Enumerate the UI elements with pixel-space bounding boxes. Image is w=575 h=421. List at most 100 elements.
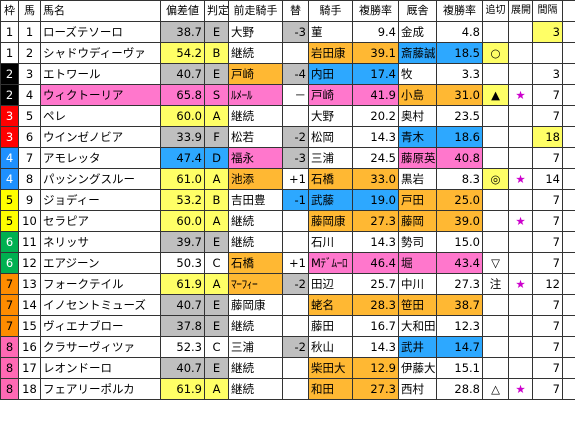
last-cell: 17 — [562, 21, 575, 43]
horse-name-cell: エアジーン — [40, 252, 161, 274]
stable-rate-cell: 14.7 — [436, 336, 483, 358]
stable-rate-cell: 40.8 — [436, 147, 483, 169]
uma-cell: 7 — [18, 147, 41, 169]
swap-cell — [282, 231, 309, 253]
tenkai-cell — [508, 336, 533, 358]
kankaku-cell: 7 — [532, 84, 563, 106]
jockey-cell: 蛯名 — [308, 294, 353, 316]
horse-name-cell: イノセントミューズ — [40, 294, 161, 316]
dev-cell: 60.0 — [160, 105, 205, 127]
stable-rate-cell: 31.0 — [436, 84, 483, 106]
horse-name-cell: パッシングスルー — [40, 168, 161, 190]
jockey-cell: 武藤 — [308, 189, 353, 211]
grade-cell: B — [204, 189, 229, 211]
header-kankaku: 間隔 — [532, 0, 563, 22]
prev-jockey-cell: 戸崎 — [228, 63, 283, 85]
jockey-rate-cell: 39.1 — [352, 42, 399, 64]
oikiri-cell: △ — [482, 378, 509, 400]
kankaku-cell: 14 — [532, 168, 563, 190]
kankaku-cell: 7 — [532, 336, 563, 358]
stable-cell: 小島 — [398, 84, 437, 106]
horse-name-cell: シャドウディーヴァ — [40, 42, 161, 64]
swap-cell — [282, 105, 309, 127]
jockey-cell: 藤岡康 — [308, 210, 353, 232]
grade-cell: A — [204, 168, 229, 190]
jockey-cell: 石橋 — [308, 168, 353, 190]
uma-cell: 1 — [18, 21, 41, 43]
prev-jockey-cell: 継続 — [228, 42, 283, 64]
dev-cell: 61.9 — [160, 273, 205, 295]
prev-jockey-cell: 継続 — [228, 231, 283, 253]
grade-cell: D — [204, 147, 229, 169]
uma-cell: 11 — [18, 231, 41, 253]
tenkai-cell — [508, 294, 533, 316]
uma-cell: 8 — [18, 168, 41, 190]
uma-cell: 5 — [18, 105, 41, 127]
jockey-rate-cell: 33.0 — [352, 168, 399, 190]
dev-cell: 50.3 — [160, 252, 205, 274]
stable-rate-cell: 18.5 — [436, 42, 483, 64]
kankaku-cell: 7 — [532, 147, 563, 169]
jockey-cell: 柴田大 — [308, 357, 353, 379]
grade-cell: E — [204, 357, 229, 379]
jockey-rate-cell: 46.4 — [352, 252, 399, 274]
tenkai-cell: ★ — [508, 273, 533, 295]
uma-cell: 15 — [18, 315, 41, 337]
stable-rate-cell: 23.5 — [436, 105, 483, 127]
kankaku-cell: 7 — [532, 294, 563, 316]
header-prev-jockey: 前走騎手 — [228, 0, 283, 22]
swap-cell: +1 — [282, 168, 309, 190]
tenkai-cell — [508, 252, 533, 274]
jockey-rate-cell: 12.9 — [352, 357, 399, 379]
uma-cell: 14 — [18, 294, 41, 316]
swap-cell — [282, 357, 309, 379]
prev-jockey-cell: 福永 — [228, 147, 283, 169]
kankaku-cell: 12 — [532, 273, 563, 295]
stable-cell: 藤岡 — [398, 210, 437, 232]
oikiri-cell — [482, 147, 509, 169]
dev-cell: 65.8 — [160, 84, 205, 106]
waku-cell: 7 — [0, 273, 19, 295]
prev-jockey-cell: 継続 — [228, 315, 283, 337]
dev-cell: 37.8 — [160, 315, 205, 337]
last-cell: 4 — [562, 210, 575, 232]
dev-cell: 40.7 — [160, 294, 205, 316]
waku-cell: 8 — [0, 378, 19, 400]
stable-rate-cell: 12.3 — [436, 315, 483, 337]
last-cell: 18 — [562, 42, 575, 64]
oikiri-cell — [482, 21, 509, 43]
oikiri-cell — [482, 105, 509, 127]
tenkai-cell: ★ — [508, 210, 533, 232]
oikiri-cell: 注 — [482, 273, 509, 295]
last-cell: 15 — [562, 231, 575, 253]
header-stable: 厩舎 — [398, 0, 437, 22]
tenkai-cell: ★ — [508, 84, 533, 106]
stable-cell: 牧 — [398, 63, 437, 85]
tenkai-cell — [508, 105, 533, 127]
stable-cell: 藤原英 — [398, 147, 437, 169]
header-uma: 馬 — [18, 0, 41, 22]
dev-cell: 33.9 — [160, 126, 205, 148]
grade-cell: F — [204, 126, 229, 148]
oikiri-cell: ▽ — [482, 252, 509, 274]
dev-cell: 40.7 — [160, 63, 205, 85]
stable-rate-cell: 8.3 — [436, 168, 483, 190]
stable-rate-cell: 28.8 — [436, 378, 483, 400]
horse-name-cell: フェアリーポルカ — [40, 378, 161, 400]
grade-cell: A — [204, 378, 229, 400]
grade-cell: A — [204, 105, 229, 127]
kankaku-cell: 7 — [532, 357, 563, 379]
waku-cell: 5 — [0, 210, 19, 232]
stable-cell: 大和田 — [398, 315, 437, 337]
grade-cell: E — [204, 294, 229, 316]
jockey-rate-cell: 27.3 — [352, 210, 399, 232]
grade-cell: A — [204, 273, 229, 295]
